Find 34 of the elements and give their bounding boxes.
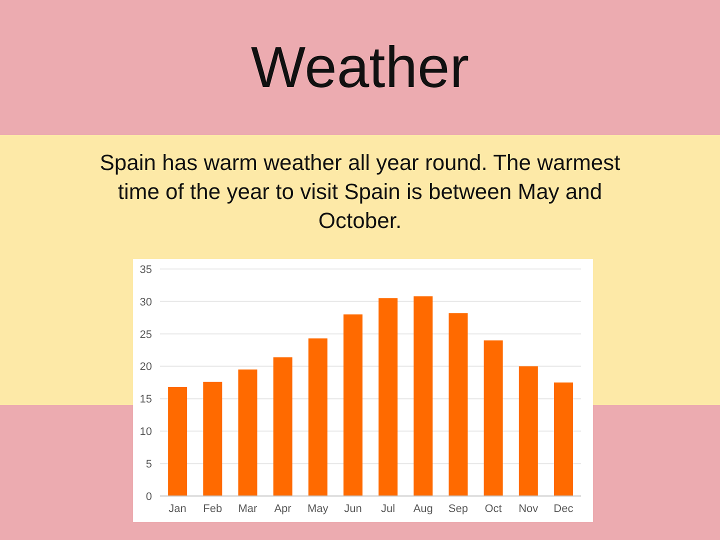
y-tick-label: 35 xyxy=(140,264,152,276)
x-tick-label: Nov xyxy=(518,502,539,515)
x-tick-label: Sep xyxy=(448,502,468,515)
x-tick-label: Mar xyxy=(238,502,258,515)
bar xyxy=(343,314,362,496)
x-tick-label: Oct xyxy=(484,502,502,515)
x-tick-label: Dec xyxy=(554,502,574,515)
x-tick-label: Jun xyxy=(344,502,362,515)
x-tick-label: May xyxy=(307,502,329,515)
y-tick-label: 15 xyxy=(140,394,152,406)
bar xyxy=(378,298,398,496)
bar xyxy=(414,296,433,496)
bar xyxy=(308,338,328,496)
y-tick-label: 10 xyxy=(140,426,152,438)
chart-subtitle: Spain has warm weather all year round. The warmest time of the year to visit Spain is between May and October. xyxy=(98,149,622,235)
bar xyxy=(554,382,573,496)
bar xyxy=(518,366,538,496)
chart-title: Weather xyxy=(250,35,470,101)
x-tick-label: Jul xyxy=(381,502,396,515)
x-tick-label: Jan xyxy=(168,502,186,515)
x-tick-label: Apr xyxy=(274,502,292,515)
y-tick-label: 25 xyxy=(140,328,152,341)
y-tick-label: 30 xyxy=(140,296,152,308)
y-tick-label: 0 xyxy=(146,490,152,503)
x-tick-label: Feb xyxy=(203,502,222,515)
bar xyxy=(238,370,258,496)
bar xyxy=(448,313,468,496)
bar xyxy=(168,387,188,496)
bar xyxy=(273,357,292,496)
bar xyxy=(203,382,222,496)
y-tick-label: 5 xyxy=(146,458,152,470)
y-tick-label: 20 xyxy=(140,361,152,374)
x-tick-label: Aug xyxy=(413,502,433,515)
bar xyxy=(484,340,503,496)
